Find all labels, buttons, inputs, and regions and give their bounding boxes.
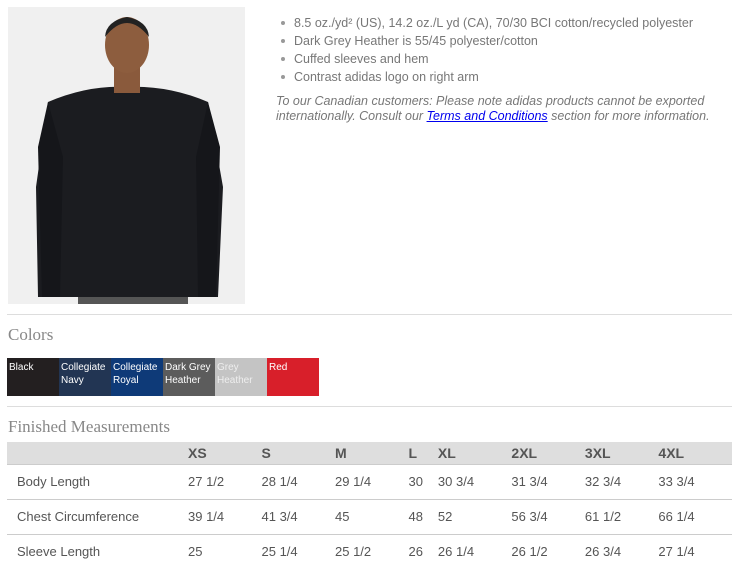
measurement-cell: 26 3/4: [584, 533, 659, 569]
measurement-cell: 61 1/2: [584, 498, 659, 534]
table-row: Body Length 27 1/2 28 1/4 29 1/4 30 30 3/4 31 …: [7, 463, 732, 499]
measurement-cell: 28 1/4: [261, 463, 335, 499]
measurement-cell: 39 1/4: [188, 498, 262, 534]
table-row: Sleeve Length 25 25 1/4 25 1/2 26 26 1/4 26 1/…: [7, 533, 732, 569]
measurement-cell: 29 1/4: [335, 463, 409, 499]
row-label: Sleeve Length: [7, 533, 188, 569]
measurement-cell: 56 3/4: [511, 498, 585, 534]
size-header: XS: [188, 442, 262, 464]
color-swatch-collegiate-royal[interactable]: Collegiate Royal: [111, 358, 163, 396]
size-header: M: [335, 442, 409, 464]
table-row: Chest Circumference 39 1/4 41 3/4 45 48 52 56 …: [7, 498, 732, 534]
measurement-cell: 41 3/4: [261, 498, 335, 534]
measurement-cell: 33 3/4: [658, 463, 732, 499]
measurement-cell: 30 3/4: [437, 463, 512, 499]
color-swatches: Black Collegiate Navy Collegiate Royal Dark…: [7, 358, 319, 396]
measurement-cell: 66 1/4: [658, 498, 732, 534]
measurement-cell: 30: [408, 463, 438, 499]
measurement-cell: 25 1/4: [261, 533, 335, 569]
divider: [7, 406, 732, 407]
product-features: 8.5 oz./yd² (US), 14.2 oz./L yd (CA), 70…: [276, 16, 716, 124]
measurement-cell: 31 3/4: [511, 463, 585, 499]
row-label: Body Length: [7, 463, 188, 499]
note-text: section for more information.: [547, 109, 710, 123]
measurement-cell: 27 1/4: [658, 533, 732, 569]
measurement-cell: 26 1/2: [511, 533, 585, 569]
color-swatch-dark-grey-heather[interactable]: Dark Grey Heather: [163, 358, 215, 396]
color-swatch-grey-heather[interactable]: Grey Heather: [215, 358, 267, 396]
size-header: S: [261, 442, 335, 464]
feature-item: Cuffed sleeves and hem: [276, 52, 716, 66]
feature-item: 8.5 oz./yd² (US), 14.2 oz./L yd (CA), 70…: [276, 16, 716, 30]
table-header: XS S M L XL 2XL 3XL 4XL: [7, 442, 732, 464]
size-header: 2XL: [511, 442, 585, 464]
color-swatch-collegiate-navy[interactable]: Collegiate Navy: [59, 358, 111, 396]
feature-item: Contrast adidas logo on right arm: [276, 70, 716, 84]
note-text: To our Canadian customers: Please note a…: [276, 94, 705, 123]
measurement-cell: 32 3/4: [584, 463, 659, 499]
colors-heading: Colors: [8, 325, 54, 344]
measurement-cell: 25 1/2: [335, 533, 409, 569]
measurements-table: XS S M L XL 2XL 3XL 4XL Body Length 27 1/2 28 1/4…: [7, 442, 732, 569]
divider: [7, 314, 732, 315]
measurement-cell: 45: [335, 498, 409, 534]
measurement-cell: 26: [408, 533, 438, 569]
header-blank: [7, 442, 188, 464]
measurement-cell: 27 1/2: [188, 463, 262, 499]
product-image[interactable]: [8, 7, 245, 304]
canadian-note: To our Canadian customers: Please note a…: [276, 94, 716, 124]
size-header: 3XL: [584, 442, 659, 464]
measurement-cell: 48: [408, 498, 438, 534]
measurement-cell: 52: [437, 498, 512, 534]
color-swatch-red[interactable]: Red: [267, 358, 319, 396]
measurement-cell: 26 1/4: [437, 533, 512, 569]
feature-item: Dark Grey Heather is 55/45 polyester/cot…: [276, 34, 716, 48]
measurement-cell: 25: [188, 533, 262, 569]
measurements-heading: Finished Measurements: [8, 417, 170, 436]
color-swatch-black[interactable]: Black: [7, 358, 59, 396]
row-label: Chest Circumference: [7, 498, 188, 534]
size-header: 4XL: [658, 442, 732, 464]
size-header: L: [408, 442, 438, 464]
size-header: XL: [437, 442, 512, 464]
terms-link[interactable]: Terms and Conditions: [426, 109, 548, 123]
